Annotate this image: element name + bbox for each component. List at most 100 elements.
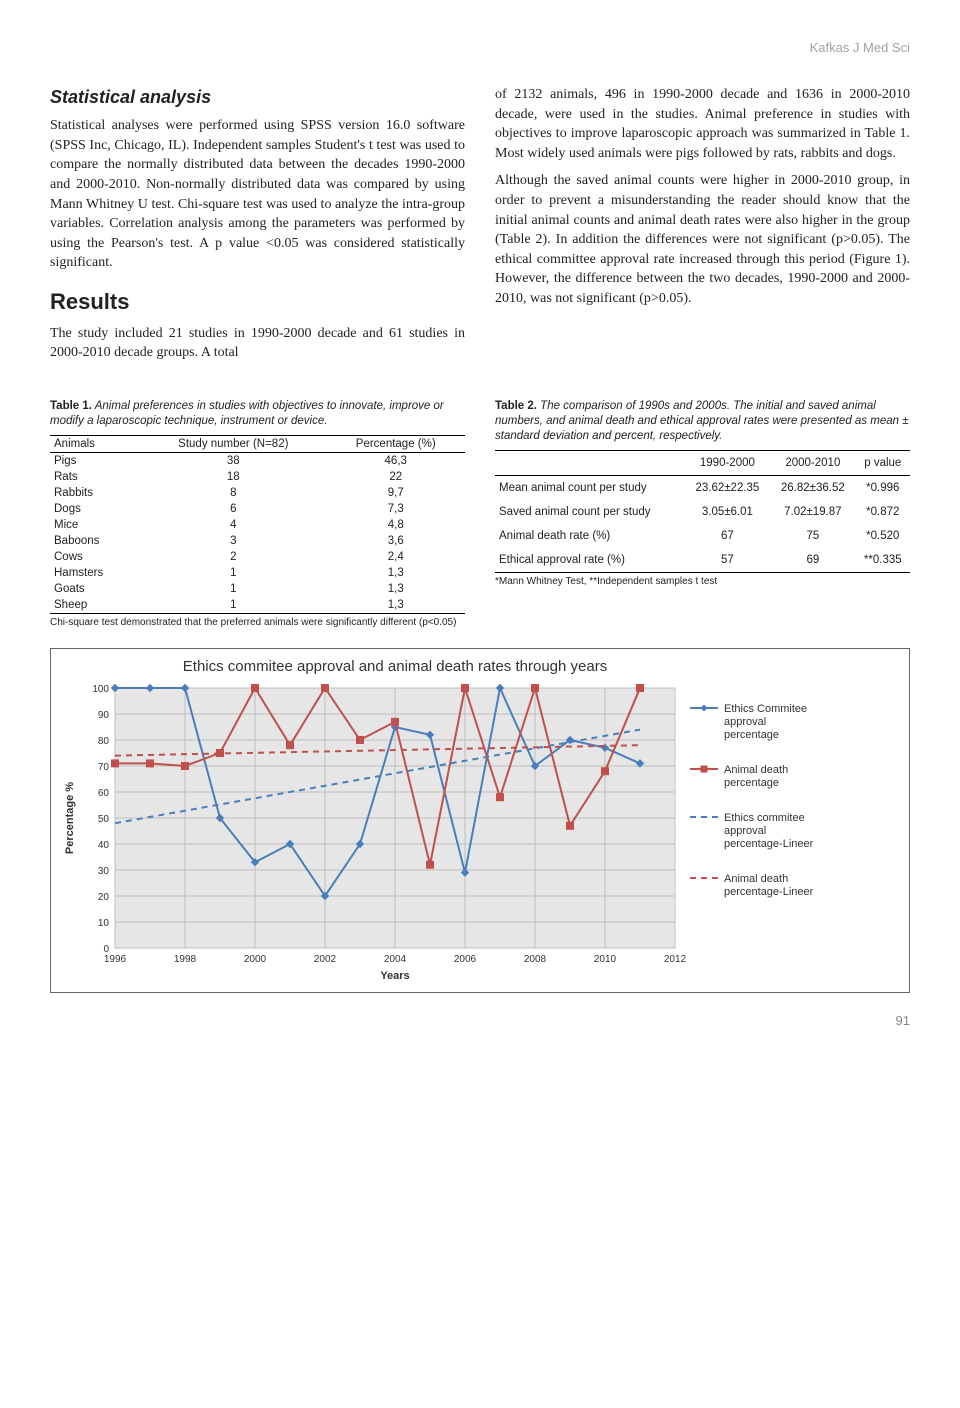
table-row: Mice44,8 xyxy=(50,517,465,533)
svg-text:2008: 2008 xyxy=(524,954,547,965)
svg-text:10: 10 xyxy=(98,918,110,929)
table-row: Saved animal count per study3.05±6.017.0… xyxy=(495,500,910,524)
table-cell: 1 xyxy=(140,581,326,597)
right-para2: Although the saved animal counts were hi… xyxy=(495,171,910,308)
journal-header: Kafkas J Med Sci xyxy=(50,40,910,55)
table-cell: Mice xyxy=(50,517,140,533)
table-cell: 1 xyxy=(140,597,326,614)
table-cell: Animal death rate (%) xyxy=(495,524,685,548)
table-cell: Ethical approval rate (%) xyxy=(495,548,685,573)
table-cell: *0.996 xyxy=(856,475,910,500)
left-column: Statistical analysis Statistical analyse… xyxy=(50,85,465,371)
table-row: Pigs3846,3 xyxy=(50,452,465,469)
svg-text:approval: approval xyxy=(724,716,766,728)
svg-text:2012: 2012 xyxy=(664,954,687,965)
table-cell: 67 xyxy=(685,524,770,548)
table-cell: 7.02±19.87 xyxy=(770,500,855,524)
line-chart-svg: Ethics commitee approval and animal deat… xyxy=(55,653,905,983)
table-row: Animal death rate (%)6775*0.520 xyxy=(495,524,910,548)
table-cell: Saved animal count per study xyxy=(495,500,685,524)
table-cell: 3.05±6.01 xyxy=(685,500,770,524)
table1-header: Animals xyxy=(50,435,140,452)
table-cell: Goats xyxy=(50,581,140,597)
table-cell: Pigs xyxy=(50,452,140,469)
table2-header: 2000-2010 xyxy=(770,450,855,475)
svg-text:Animal death: Animal death xyxy=(724,873,788,885)
table2-label: Table 2. xyxy=(495,400,537,412)
svg-text:70: 70 xyxy=(98,762,110,773)
table-cell: 38 xyxy=(140,452,326,469)
table2-header: p value xyxy=(856,450,910,475)
table1-caption-text: Animal preferences in studies with objec… xyxy=(50,400,444,427)
right-para1: of 2132 animals, 496 in 1990-2000 decade… xyxy=(495,85,910,163)
svg-text:2010: 2010 xyxy=(594,954,617,965)
svg-text:2006: 2006 xyxy=(454,954,477,965)
table-cell: 3,6 xyxy=(326,533,465,549)
table-cell: 7,3 xyxy=(326,501,465,517)
table-cell: 2,4 xyxy=(326,549,465,565)
table-cell: **0.335 xyxy=(856,548,910,573)
table-cell: 1,3 xyxy=(326,581,465,597)
table1-footnote: Chi-square test demonstrated that the pr… xyxy=(50,617,465,628)
table-cell: Mean animal count per study xyxy=(495,475,685,500)
svg-text:Years: Years xyxy=(380,970,409,982)
table2-header xyxy=(495,450,685,475)
table1-header: Study number (N=82) xyxy=(140,435,326,452)
svg-text:60: 60 xyxy=(98,788,110,799)
figure1-chart: Ethics commitee approval and animal deat… xyxy=(50,648,910,993)
page-number: 91 xyxy=(50,1013,910,1028)
table-row: Hamsters11,3 xyxy=(50,565,465,581)
table-cell: Dogs xyxy=(50,501,140,517)
results-heading: Results xyxy=(50,287,465,318)
table-cell: Cows xyxy=(50,549,140,565)
svg-text:Percentage %: Percentage % xyxy=(64,782,76,854)
table-row: Mean animal count per study23.62±22.3526… xyxy=(495,475,910,500)
table2-header: 1990-2000 xyxy=(685,450,770,475)
table1-block: Table 1. Animal preferences in studies w… xyxy=(50,399,465,628)
right-column: of 2132 animals, 496 in 1990-2000 decade… xyxy=(495,85,910,371)
table-cell: Rabbits xyxy=(50,485,140,501)
svg-text:40: 40 xyxy=(98,840,110,851)
table-cell: *0.520 xyxy=(856,524,910,548)
table-cell: 22 xyxy=(326,469,465,485)
table-row: Rabbits89,7 xyxy=(50,485,465,501)
svg-text:20: 20 xyxy=(98,892,110,903)
table-cell: 57 xyxy=(685,548,770,573)
svg-text:percentage-Lineer: percentage-Lineer xyxy=(724,838,814,850)
svg-text:percentage: percentage xyxy=(724,777,779,789)
table-cell: 6 xyxy=(140,501,326,517)
table1: AnimalsStudy number (N=82)Percentage (%)… xyxy=(50,435,465,614)
table-cell: 1 xyxy=(140,565,326,581)
table-cell: 18 xyxy=(140,469,326,485)
table-row: Baboons33,6 xyxy=(50,533,465,549)
table-cell: 23.62±22.35 xyxy=(685,475,770,500)
table-cell: 1,3 xyxy=(326,597,465,614)
table-cell: Rats xyxy=(50,469,140,485)
table-cell: Sheep xyxy=(50,597,140,614)
table-cell: 2 xyxy=(140,549,326,565)
svg-text:30: 30 xyxy=(98,866,110,877)
table2-caption-text: The comparison of 1990s and 2000s. The i… xyxy=(495,400,909,442)
table-cell: 8 xyxy=(140,485,326,501)
table-cell: Hamsters xyxy=(50,565,140,581)
table-row: Sheep11,3 xyxy=(50,597,465,614)
svg-text:2004: 2004 xyxy=(384,954,407,965)
body-columns: Statistical analysis Statistical analyse… xyxy=(50,85,910,371)
table-cell: 4,8 xyxy=(326,517,465,533)
svg-text:Ethics commitee approval and a: Ethics commitee approval and animal deat… xyxy=(183,658,607,675)
table-cell: 26.82±36.52 xyxy=(770,475,855,500)
svg-text:percentage-Lineer: percentage-Lineer xyxy=(724,886,814,898)
table-cell: 46,3 xyxy=(326,452,465,469)
table-row: Dogs67,3 xyxy=(50,501,465,517)
svg-text:approval: approval xyxy=(724,825,766,837)
table2-block: Table 2. The comparison of 1990s and 200… xyxy=(495,399,910,628)
table2: 1990-20002000-2010p value Mean animal co… xyxy=(495,450,910,573)
table1-header: Percentage (%) xyxy=(326,435,465,452)
tables-row: Table 1. Animal preferences in studies w… xyxy=(50,399,910,628)
svg-text:Ethics Commitee: Ethics Commitee xyxy=(724,703,807,715)
table-row: Rats1822 xyxy=(50,469,465,485)
svg-text:1998: 1998 xyxy=(174,954,197,965)
table-cell: 69 xyxy=(770,548,855,573)
svg-text:2000: 2000 xyxy=(244,954,267,965)
table1-caption: Table 1. Animal preferences in studies w… xyxy=(50,399,465,429)
